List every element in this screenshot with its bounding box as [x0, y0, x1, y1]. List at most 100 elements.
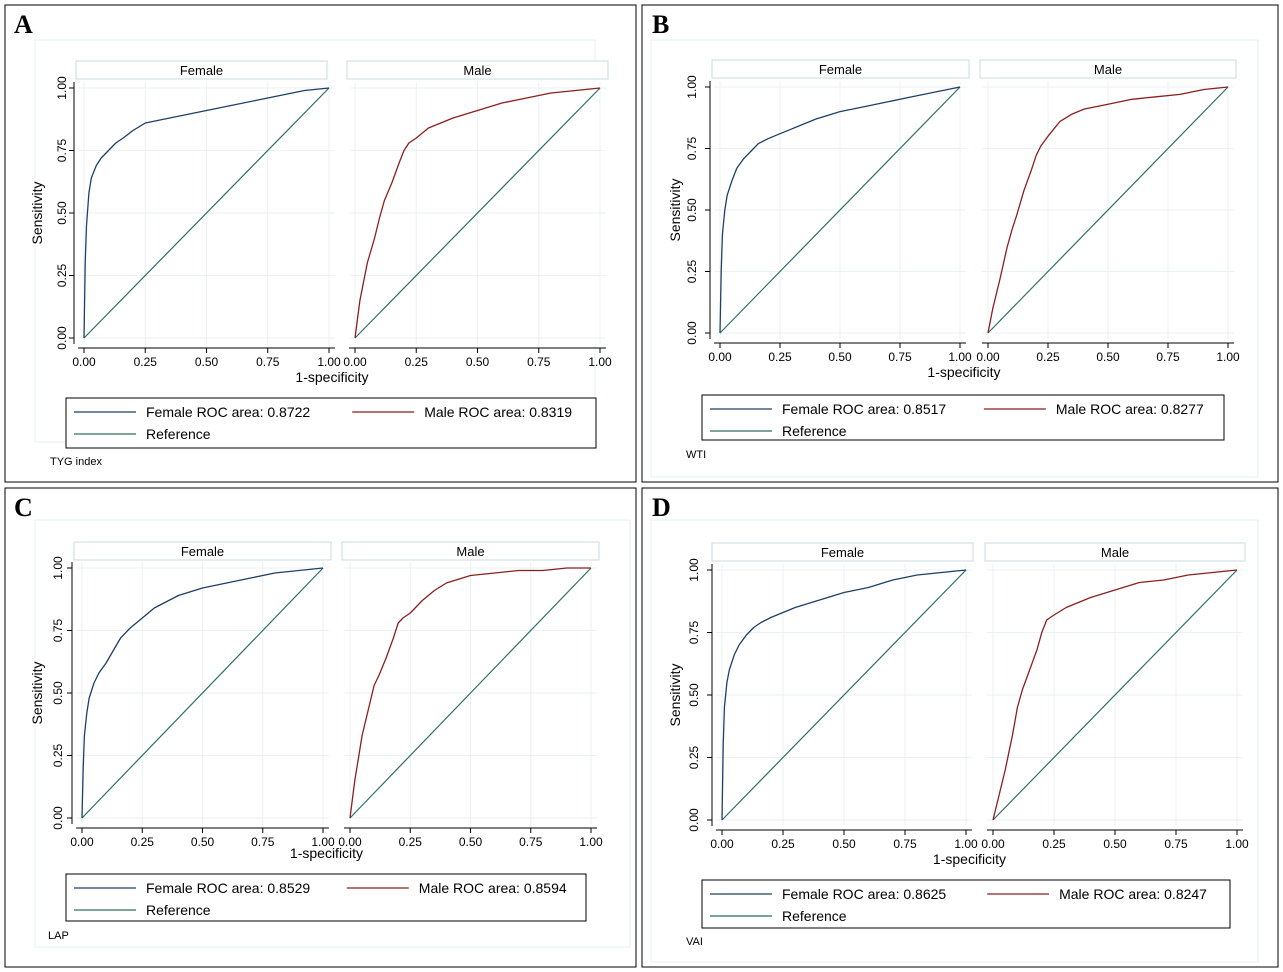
- y-tick-label: 0.00: [55, 326, 69, 350]
- facet-strip: [346, 60, 609, 80]
- x-tick-label: 0.25: [1042, 837, 1066, 851]
- x-tick-label: 1.00: [588, 355, 612, 369]
- y-axis-title: Sensitivity: [29, 661, 45, 724]
- legend: Female ROC area: 0.8722 Male ROC area: 0.…: [65, 397, 597, 449]
- x-tick-label: 1.00: [311, 835, 335, 849]
- legend-reference-label: Reference: [146, 426, 211, 442]
- x-tick-label: 0.50: [828, 350, 852, 364]
- facet-title: Male: [1094, 62, 1122, 77]
- y-tick-label: 0.75: [51, 618, 65, 642]
- legend-male-label: Male ROC area: 0.8247: [1059, 886, 1207, 902]
- graph-region-frame: [34, 519, 631, 948]
- x-axis-title: 1-specificity: [290, 845, 363, 861]
- facet-strip: [979, 59, 1237, 79]
- x-tick-label: 0.75: [519, 835, 543, 849]
- panel-letter: C: [14, 493, 33, 522]
- female-roc-curve: [83, 87, 330, 339]
- legend-box: [701, 394, 1225, 441]
- facet-strip: [341, 541, 600, 561]
- x-tick-label: 0.50: [195, 355, 219, 369]
- y-tick-label: 0.25: [685, 259, 699, 283]
- facet-title: Female: [181, 544, 224, 559]
- facet-title: Male: [1101, 545, 1129, 560]
- legend-female-label: Female ROC area: 0.8722: [146, 404, 310, 420]
- x-tick-label: 0.75: [888, 350, 912, 364]
- facet-title: Female: [819, 62, 862, 77]
- legend-box: [701, 879, 1231, 929]
- facet-title: Male: [463, 63, 491, 78]
- x-tick-label: 0.75: [893, 837, 917, 851]
- legend-reference-label: Reference: [146, 902, 211, 918]
- y-tick-label: 0.25: [687, 745, 701, 769]
- y-tick-label: 0.75: [55, 138, 69, 162]
- y-tick-label: 0.25: [51, 743, 65, 767]
- x-tick-label: 0.50: [459, 835, 483, 849]
- y-tick-label: 0.50: [685, 198, 699, 222]
- male-roc-curve: [992, 569, 1238, 821]
- y-tick-label: 0.00: [687, 808, 701, 832]
- panel-note: LAP: [48, 930, 69, 942]
- x-tick-label: 0.50: [1103, 837, 1127, 851]
- x-tick-label: 0.75: [1164, 837, 1188, 851]
- x-tick-label: 0.00: [338, 835, 362, 849]
- facet-title: Male: [456, 544, 484, 559]
- legend-female-label: Female ROC area: 0.8529: [146, 880, 310, 896]
- graph-region-frame: [650, 519, 1259, 963]
- legend: Female ROC area: 0.8529 Male ROC area: 0.…: [65, 873, 587, 922]
- male-roc-curve: [354, 87, 601, 339]
- x-tick-label: 0.00: [976, 350, 1000, 364]
- x-tick-label: 1.00: [954, 837, 978, 851]
- y-tick-label: 0.25: [55, 263, 69, 287]
- x-tick-label: 0.25: [771, 837, 795, 851]
- x-tick-label: 1.00: [1216, 350, 1240, 364]
- facet-strip: [711, 59, 970, 79]
- legend: Female ROC area: 0.8625 Male ROC area: 0.…: [701, 879, 1231, 929]
- x-axis-title: 1-specificity: [295, 369, 368, 385]
- female-roc-curve: [721, 569, 967, 821]
- facet-strip: [711, 542, 974, 562]
- legend-female-label: Female ROC area: 0.8625: [782, 886, 946, 902]
- x-tick-label: 0.75: [527, 355, 551, 369]
- facet-strip: [984, 542, 1246, 562]
- x-tick-label: 0.00: [708, 350, 732, 364]
- y-tick-label: 0.00: [51, 806, 65, 830]
- reference-line: [349, 567, 592, 819]
- legend-female-label: Female ROC area: 0.8517: [782, 401, 946, 417]
- facet-strip: [73, 541, 332, 561]
- reference-line: [721, 569, 967, 821]
- reference-line: [83, 87, 330, 339]
- legend-male-label: Male ROC area: 0.8594: [419, 880, 567, 896]
- x-axis-title: 1-specificity: [933, 851, 1006, 867]
- facet-strip: [75, 60, 328, 80]
- x-tick-label: 0.00: [710, 837, 734, 851]
- reference-line: [354, 87, 601, 339]
- reference-line: [987, 86, 1229, 334]
- subplot-female: Female 0.00 0.25 0.50 0.75 1.00 0.00 0.25 0.50 0.…: [685, 59, 972, 364]
- legend-reference-label: Reference: [782, 423, 847, 439]
- reference-line: [81, 567, 324, 819]
- subplot-female: Female 0.00 0.25 0.50 0.75 1.00 0.00 0.25 0.50 0.…: [687, 542, 978, 851]
- x-tick-label: 0.00: [343, 355, 367, 369]
- x-tick-label: 0.25: [131, 835, 155, 849]
- male-roc-curve: [349, 567, 591, 819]
- x-tick-label: 0.25: [399, 835, 423, 849]
- subplot-male: Male 0.00 0.25 0.50 0.75 1.00: [976, 59, 1240, 364]
- x-tick-label: 0.50: [466, 355, 490, 369]
- y-tick-label: 0.75: [687, 620, 701, 644]
- legend: Female ROC area: 0.8517 Male ROC area: 0.…: [701, 394, 1225, 441]
- x-tick-label: 0.00: [70, 835, 94, 849]
- y-axis-title: Sensitivity: [667, 178, 683, 241]
- x-tick-label: 0.75: [1156, 350, 1180, 364]
- legend-male-label: Male ROC area: 0.8319: [424, 404, 572, 420]
- x-tick-label: 1.00: [948, 350, 972, 364]
- legend-box: [65, 873, 587, 922]
- x-tick-label: 1.00: [317, 355, 341, 369]
- x-tick-label: 1.00: [1225, 837, 1249, 851]
- panel-letter: B: [652, 10, 669, 39]
- x-tick-label: 0.50: [1096, 350, 1120, 364]
- subplot-female: Female 0.00 0.25 0.50 0.75 1.00 0.00 0.25 0.50 0.…: [55, 60, 341, 369]
- legend-male-label: Male ROC area: 0.8277: [1056, 401, 1204, 417]
- subplot-male: Male 0.00 0.25 0.50 0.75 1.00: [343, 60, 612, 369]
